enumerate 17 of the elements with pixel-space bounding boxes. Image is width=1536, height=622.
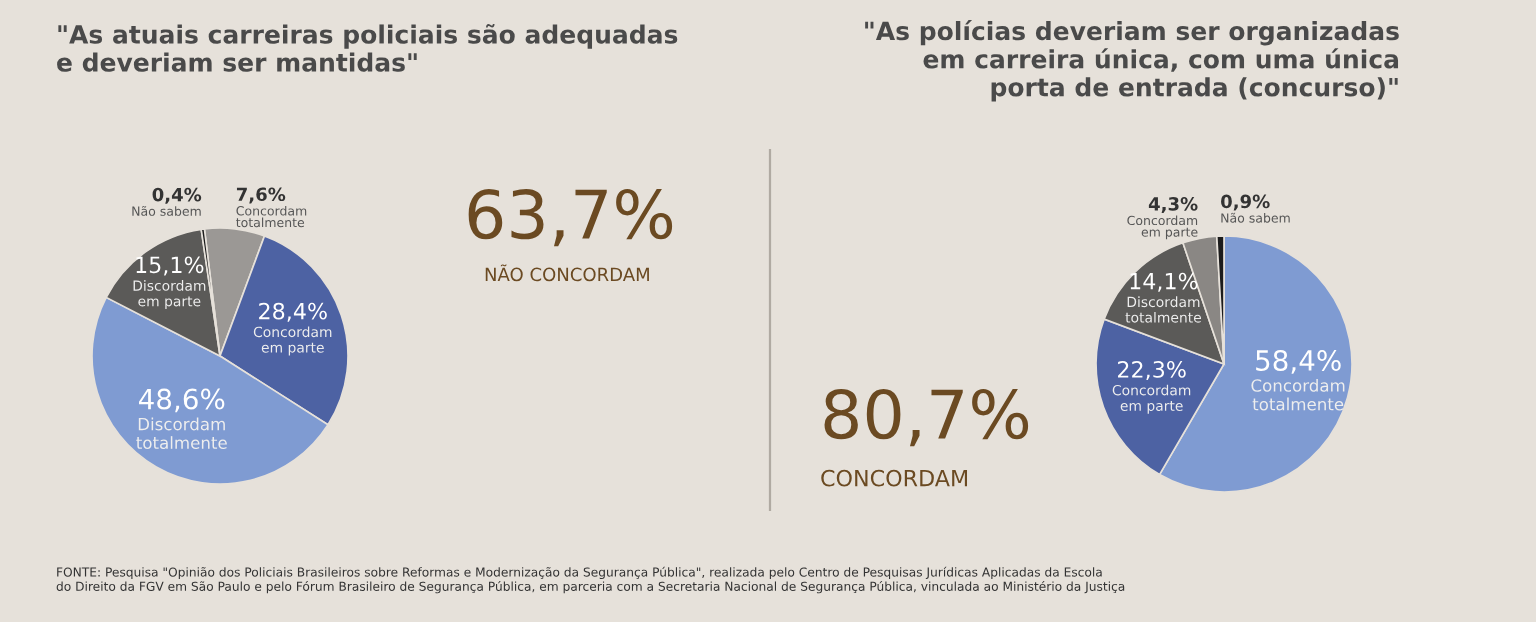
slice-label: Concordam totalmente	[1251, 378, 1345, 411]
data-label: 7,6%	[236, 187, 286, 204]
data-label: 22,3%	[1117, 360, 1186, 381]
text: 80,7%	[824, 388, 1029, 447]
data-label: 0,4%	[152, 187, 202, 204]
data-label: 58,4%	[1256, 349, 1341, 374]
data-label: 15,1%	[136, 256, 204, 276]
data-label: 48,6%	[139, 388, 225, 413]
data-label: 0,9%	[1221, 194, 1270, 211]
chart-title: "As polícias deveriam ser organizadas em carreira única, com uma única porta de entrada (concurso)"	[865, 20, 1399, 102]
text: CONCORDAM	[821, 469, 968, 487]
data-label: 4,3%	[1148, 197, 1198, 213]
text: NÃO CONCORDAM	[485, 264, 649, 282]
chart-title: "As atuais carreiras policiais são adequadas e deveriam ser mantidas"	[57, 24, 678, 72]
text: 63,7%	[468, 188, 673, 247]
data-label: 28,4%	[259, 302, 327, 322]
slice-label: Discordam totalmente	[136, 417, 227, 450]
